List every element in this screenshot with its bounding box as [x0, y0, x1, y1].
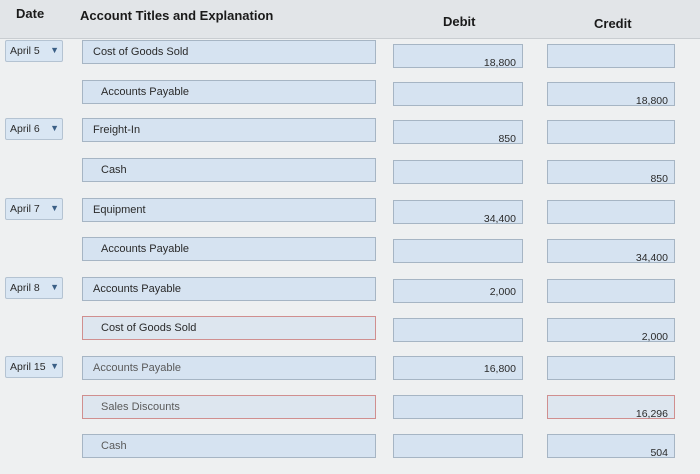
- chevron-down-icon: ▼: [50, 123, 59, 133]
- account-field[interactable]: Accounts Payable: [82, 356, 376, 380]
- chevron-down-icon: ▼: [50, 361, 59, 371]
- journal-row: April 15 ▼ Accounts Payable 16,800: [0, 356, 700, 386]
- chevron-down-icon: ▼: [50, 282, 59, 292]
- account-field[interactable]: Cost of Goods Sold: [82, 40, 376, 64]
- debit-input[interactable]: [393, 82, 523, 106]
- debit-input[interactable]: 18,800: [393, 44, 523, 69]
- credit-input[interactable]: [547, 44, 675, 68]
- date-select[interactable]: April 6 ▼: [5, 118, 63, 140]
- debit-input[interactable]: 34,400: [393, 200, 523, 225]
- journal-row: April 8 ▼ Accounts Payable 2,000: [0, 277, 700, 307]
- debit-input[interactable]: [393, 395, 523, 419]
- credit-input[interactable]: 16,296: [547, 395, 675, 420]
- credit-input[interactable]: 850: [547, 160, 675, 185]
- journal-row: April 7 ▼ Equipment 34,400: [0, 198, 700, 228]
- credit-input[interactable]: [547, 356, 675, 380]
- journal-row: Accounts Payable 18,800: [0, 80, 700, 110]
- credit-column-header: Credit: [594, 16, 632, 31]
- debit-input[interactable]: [393, 160, 523, 184]
- journal-row: Sales Discounts 16,296: [0, 395, 700, 425]
- journal-row: Cash 504: [0, 434, 700, 464]
- account-column-header: Account Titles and Explanation: [80, 8, 274, 23]
- debit-input[interactable]: [393, 239, 523, 263]
- journal-row: Cost of Goods Sold 2,000: [0, 316, 700, 346]
- date-select[interactable]: April 5 ▼: [5, 40, 63, 62]
- date-select[interactable]: April 7 ▼: [5, 198, 63, 220]
- date-select-label: April 15: [10, 361, 46, 373]
- date-column-header: Date: [16, 6, 45, 21]
- journal-row: April 6 ▼ Freight-In 850: [0, 118, 700, 148]
- journal-row: Cash 850: [0, 158, 700, 188]
- credit-input[interactable]: [547, 200, 675, 224]
- account-field[interactable]: Accounts Payable: [82, 237, 376, 261]
- credit-input[interactable]: 504: [547, 434, 675, 459]
- account-field[interactable]: Cash: [82, 434, 376, 458]
- account-field[interactable]: Freight-In: [82, 118, 376, 142]
- credit-input[interactable]: [547, 279, 675, 303]
- credit-input[interactable]: 2,000: [547, 318, 675, 343]
- chevron-down-icon: ▼: [50, 45, 59, 55]
- debit-input[interactable]: 2,000: [393, 279, 523, 303]
- credit-input[interactable]: 34,400: [547, 239, 675, 264]
- account-field[interactable]: Equipment: [82, 198, 376, 222]
- journal-header: Date Account Titles and Explanation Debi…: [0, 0, 700, 39]
- chevron-down-icon: ▼: [50, 203, 59, 213]
- debit-input[interactable]: [393, 434, 523, 458]
- credit-input[interactable]: 18,800: [547, 82, 675, 107]
- date-select-label: April 6: [10, 123, 40, 135]
- account-field[interactable]: Cost of Goods Sold: [82, 316, 376, 340]
- date-select-label: April 5: [10, 45, 40, 57]
- date-select-label: April 8: [10, 282, 40, 294]
- debit-input[interactable]: [393, 318, 523, 342]
- account-field[interactable]: Accounts Payable: [82, 277, 376, 301]
- journal-row: Accounts Payable 34,400: [0, 237, 700, 267]
- debit-column-header: Debit: [443, 14, 476, 29]
- credit-input[interactable]: [547, 120, 675, 144]
- debit-input[interactable]: 850: [393, 120, 523, 145]
- date-select[interactable]: April 15 ▼: [5, 356, 63, 378]
- journal-row: April 5 ▼ Cost of Goods Sold 18,800: [0, 40, 700, 70]
- date-select[interactable]: April 8 ▼: [5, 277, 63, 299]
- account-field[interactable]: Sales Discounts: [82, 395, 376, 419]
- date-select-label: April 7: [10, 203, 40, 215]
- debit-input[interactable]: 16,800: [393, 356, 523, 380]
- account-field[interactable]: Cash: [82, 158, 376, 182]
- account-field[interactable]: Accounts Payable: [82, 80, 376, 104]
